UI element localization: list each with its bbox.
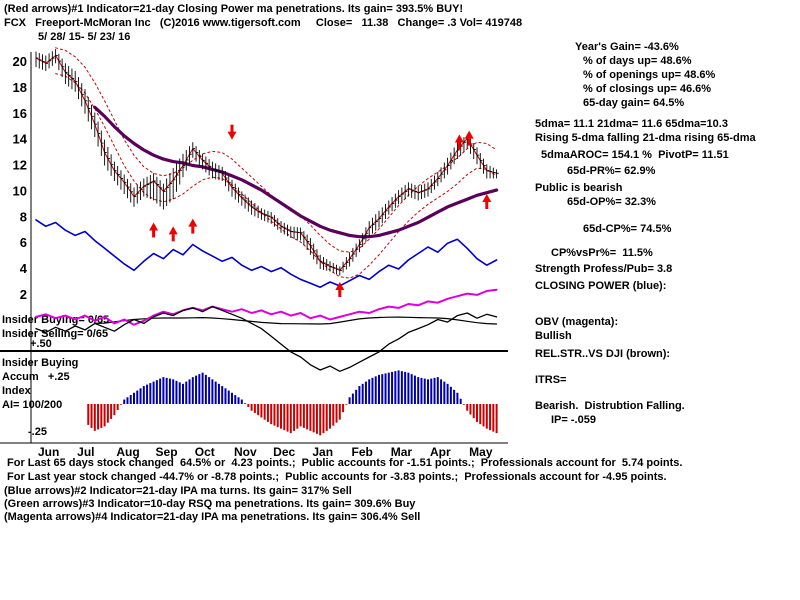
index-label: Index — [2, 385, 31, 397]
moving-averages — [35, 47, 499, 279]
summary-year: For Last year stock changed -44.7% or -8… — [7, 471, 667, 483]
stat-65d-cp: 65d-CP%= 74.5% — [583, 223, 672, 235]
red-down-arrow-icon — [227, 131, 237, 140]
x-axis-label: Nov — [234, 445, 257, 459]
signal-arrows — [149, 124, 492, 297]
y-axis-label: 8 — [20, 209, 27, 224]
stat-dma-trend: Rising 5-dma falling 21-dma rising 65-dm… — [535, 132, 756, 144]
stat-65d-op: 65d-OP%= 32.3% — [567, 196, 656, 208]
x-axis-label: May — [469, 445, 493, 459]
itrs-label: ITRS= — [535, 374, 567, 386]
red-up-arrow-icon — [188, 218, 198, 227]
indicator2-line: (Blue arrows)#2 Indicator=21-day IPA ma … — [4, 485, 352, 497]
x-axis-label: Feb — [352, 445, 373, 459]
y-axis-label: 4 — [20, 261, 28, 276]
closing-power-line — [35, 219, 498, 289]
insider-selling-count: Insider Selling= 0/65 — [2, 328, 109, 340]
stat-strength-ratio: Strength Profess/Pub= 3.8 — [535, 263, 673, 275]
stat-days-up: % of days up= 48.6% — [583, 55, 692, 67]
indicator3-line: (Green arrows)#3 Indicator=10-day RSQ ma… — [4, 498, 416, 510]
rel-strength-line — [35, 305, 498, 372]
stock-title-line: FCX Freeport-McMoran Inc (C)2016 www.tig… — [4, 17, 523, 29]
insider-buying-label: Insider Buying — [2, 357, 79, 369]
stat-closings-up: % of closings up= 46.6% — [583, 83, 712, 95]
ai-scale-plus50: +.50 — [30, 338, 52, 350]
ai-ratio-label: AI= 100/200 — [2, 399, 63, 411]
y-axis-label: 20 — [13, 54, 27, 69]
x-axis-label: Dec — [273, 445, 295, 459]
stat-ip: IP= -.059 — [551, 414, 596, 426]
accum-label: Accum +.25 — [2, 371, 70, 383]
stat-years-gain: Year's Gain= -43.6% — [575, 41, 679, 53]
y-axis-label: 12 — [13, 158, 27, 173]
closing-power-label: CLOSING POWER (blue): — [535, 280, 667, 292]
summary-65day: For Last 65 days stock changed 64.5% or … — [7, 457, 683, 469]
indicator4-line: (Magenta arrows)#4 Indicator=21-day IPA … — [4, 511, 421, 523]
red-up-arrow-icon — [149, 222, 159, 231]
y-axis-label: 6 — [20, 235, 27, 250]
y-axis-label: 18 — [13, 80, 27, 95]
red-up-arrow-icon — [482, 193, 492, 202]
y-axis-label: 16 — [13, 106, 27, 121]
ai-scale-minus25: -.25 — [28, 426, 47, 438]
red-up-arrow-icon — [464, 130, 474, 139]
x-axis-label: Jun — [38, 445, 59, 459]
price-bars — [35, 49, 499, 276]
stat-openings-up: % of openings up= 48.6% — [583, 69, 716, 81]
x-axis-label: Jan — [312, 445, 333, 459]
itrs-status: Bearish. Distrubtion Falling. — [535, 400, 685, 412]
stat-65d-pr: 65d-PR%= 62.9% — [567, 165, 656, 177]
x-axis-label: Jul — [77, 445, 94, 459]
red-up-arrow-icon — [335, 281, 345, 290]
red-up-arrow-icon — [454, 134, 464, 143]
rel-str-label: REL.STR..VS DJI (brown): — [535, 348, 671, 360]
stat-aroc-pivot: 5dmaAROC= 154.1 % PivotP= 11.51 — [541, 149, 729, 161]
y-axis-label: 2 — [20, 287, 27, 302]
x-axis-label: Aug — [116, 445, 139, 459]
stat-65day-gain: 65-day gain= 64.5% — [583, 97, 685, 109]
x-axis-label: Sep — [156, 445, 178, 459]
obv-line — [35, 288, 498, 326]
y-axis-label: 14 — [13, 132, 28, 147]
date-range: 5/ 28/ 15- 5/ 23/ 16 — [38, 31, 131, 43]
stat-dmas: 5dma= 11.1 21dma= 11.6 65dma=10.3 — [535, 118, 728, 130]
obv-label: OBV (magenta): — [535, 316, 619, 328]
stat-public-bearish: Public is bearish — [535, 182, 623, 194]
x-axis-label: Oct — [195, 445, 215, 459]
header-indicator-line: (Red arrows)#1 Indicator=21-day Closing … — [4, 3, 464, 15]
red-up-arrow-icon — [168, 226, 178, 235]
chart-axes: 20 18 16 14 12 10 8 6 4 2 Jun Jul Aug Sep Oct Nov Dec Jan… — [0, 52, 508, 459]
x-axis-label: Mar — [391, 445, 413, 459]
accum-index-histogram — [87, 316, 498, 436]
y-axis-label: 10 — [13, 183, 27, 198]
obv-status: Bullish — [535, 330, 572, 342]
x-axis-label: Apr — [430, 445, 451, 459]
stat-cp-vs-pr: CP%vsPr%= 11.5% — [551, 247, 653, 259]
